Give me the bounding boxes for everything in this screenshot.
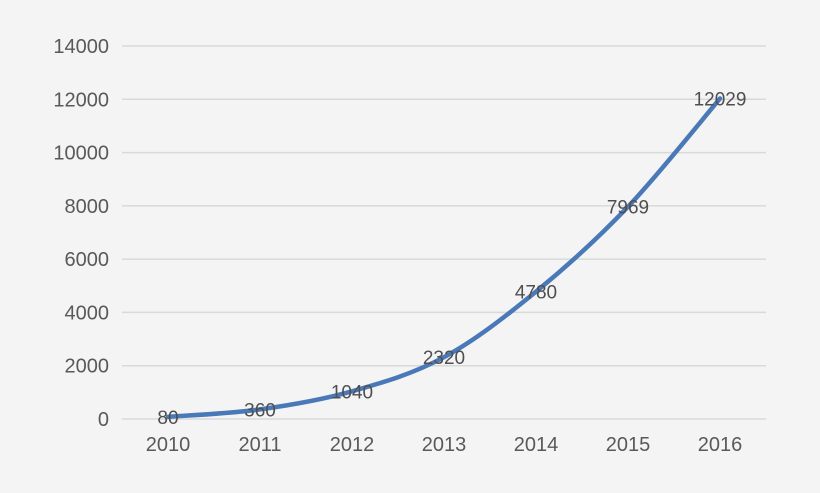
x-tick-label: 2016 [698, 434, 743, 456]
y-tick-label: 10000 [53, 143, 109, 165]
x-tick-label: 2013 [422, 434, 467, 456]
y-tick-label: 12000 [53, 89, 109, 111]
x-tick-label: 2011 [238, 434, 281, 456]
x-tick-label: 2010 [146, 434, 191, 456]
y-tick-label: 2000 [65, 356, 110, 378]
data-label: 7969 [607, 198, 649, 219]
x-tick-label: 2012 [330, 434, 375, 456]
data-label: 4780 [515, 283, 557, 304]
y-tick-label: 8000 [65, 196, 110, 218]
x-tick-label: 2014 [514, 434, 559, 456]
y-tick-label: 6000 [65, 249, 110, 271]
x-tick-label: 2015 [606, 434, 651, 456]
y-tick-label: 14000 [53, 36, 109, 58]
data-label: 80 [157, 408, 178, 429]
series-line [165, 96, 723, 420]
y-tick-label: 0 [98, 409, 109, 431]
data-label: 12029 [694, 90, 747, 111]
data-label: 2320 [423, 348, 465, 369]
data-label: 1040 [331, 382, 373, 403]
data-label: 360 [244, 400, 276, 421]
y-tick-label: 4000 [65, 302, 110, 324]
